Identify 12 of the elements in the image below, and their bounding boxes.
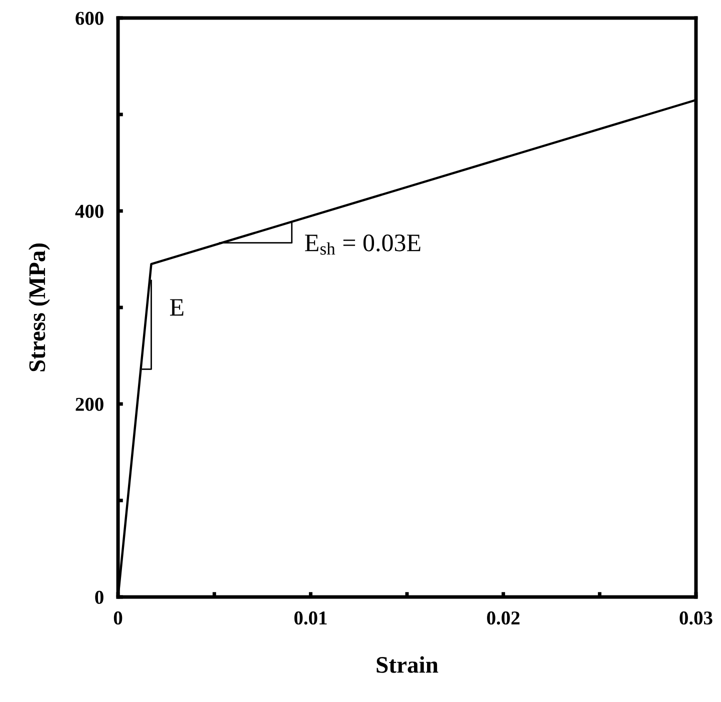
annotation: E$_{sh}$ = 0.03E — [305, 234, 420, 255]
annotation: E — [170, 299, 184, 316]
x-tick-label: 0 — [114, 611, 122, 625]
x-tick-label: 0.02 — [487, 611, 520, 625]
x-tick-label: 0.03 — [680, 611, 712, 625]
y-tick-label: 0 — [95, 590, 104, 604]
y-axis-title: Stress (MPa) — [28, 243, 50, 372]
x-axis-title: Strain — [376, 656, 438, 673]
y-tick-label: 600 — [76, 12, 104, 25]
y-tick-label: 400 — [75, 204, 104, 218]
x-tick-label: 0.01 — [294, 611, 327, 625]
y-tick-label: 200 — [76, 398, 104, 411]
